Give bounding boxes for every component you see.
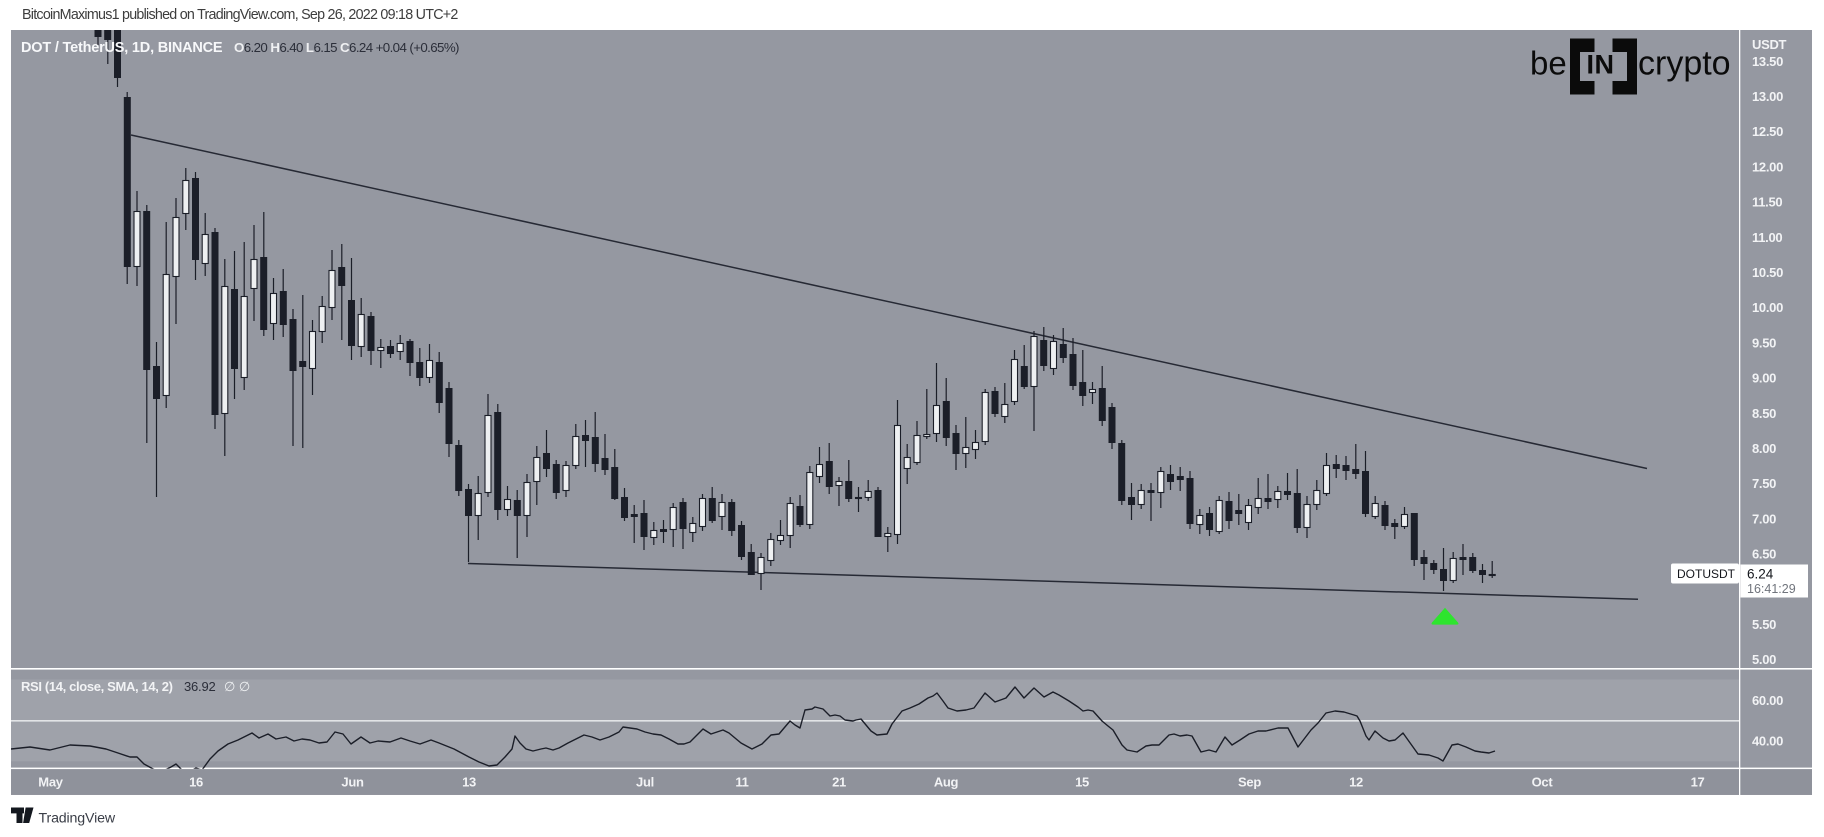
svg-text:be: be	[1530, 45, 1567, 82]
svg-text:40.00: 40.00	[1752, 734, 1783, 749]
svg-text:10.50: 10.50	[1752, 265, 1783, 280]
svg-text:DOT / TetherUS, 1D, BINANCE: DOT / TetherUS, 1D, BINANCE	[21, 40, 223, 56]
svg-text:O6.20 H6.40 L6.15 C6.24 +0.04: O6.20 H6.40 L6.15 C6.24 +0.04 (+0.65%)	[234, 40, 459, 55]
svg-text:10.00: 10.00	[1752, 300, 1783, 315]
svg-text:7.50: 7.50	[1752, 476, 1776, 491]
svg-text:DOTUSDT: DOTUSDT	[1677, 567, 1736, 581]
svg-text:USDT: USDT	[1752, 37, 1787, 52]
svg-text:8.50: 8.50	[1752, 406, 1776, 421]
svg-text:36.92: 36.92	[184, 679, 216, 694]
svg-text:8.00: 8.00	[1752, 441, 1776, 456]
svg-text:17: 17	[1691, 775, 1705, 790]
svg-text:13.00: 13.00	[1752, 89, 1783, 104]
svg-text:6.50: 6.50	[1752, 547, 1776, 562]
svg-text:12.50: 12.50	[1752, 124, 1783, 139]
svg-text:9.00: 9.00	[1752, 371, 1776, 386]
svg-text:7.00: 7.00	[1752, 511, 1776, 526]
svg-text:9.50: 9.50	[1752, 335, 1776, 350]
svg-text:∅ ∅: ∅ ∅	[224, 679, 250, 694]
svg-text:15: 15	[1075, 775, 1089, 790]
svg-text:Aug: Aug	[934, 775, 959, 790]
svg-text:11.50: 11.50	[1752, 195, 1782, 210]
svg-text:12.00: 12.00	[1752, 159, 1783, 174]
svg-text:11.00: 11.00	[1752, 230, 1782, 245]
svg-text:12: 12	[1349, 775, 1363, 790]
svg-text:16:41:29: 16:41:29	[1747, 582, 1796, 596]
svg-text:RSI (14, close, SMA, 14, 2): RSI (14, close, SMA, 14, 2)	[21, 679, 173, 694]
svg-text:13.50: 13.50	[1752, 54, 1783, 69]
svg-text:Oct: Oct	[1532, 775, 1554, 790]
svg-text:Jul: Jul	[636, 775, 654, 790]
svg-text:crypto: crypto	[1638, 45, 1731, 83]
svg-text:TradingView: TradingView	[39, 810, 116, 826]
svg-text:6.24: 6.24	[1747, 566, 1774, 581]
svg-text:Jun: Jun	[341, 775, 364, 790]
svg-text:Sep: Sep	[1238, 775, 1261, 790]
svg-text:11: 11	[735, 775, 748, 790]
svg-text:60.00: 60.00	[1752, 693, 1783, 708]
svg-text:IN: IN	[1587, 50, 1615, 80]
svg-text:5.00: 5.00	[1752, 652, 1776, 667]
svg-text:21: 21	[832, 775, 846, 790]
svg-text:5.50: 5.50	[1752, 617, 1776, 632]
svg-text:May: May	[38, 775, 63, 790]
svg-text:16: 16	[189, 775, 203, 790]
svg-text:13: 13	[462, 775, 476, 790]
